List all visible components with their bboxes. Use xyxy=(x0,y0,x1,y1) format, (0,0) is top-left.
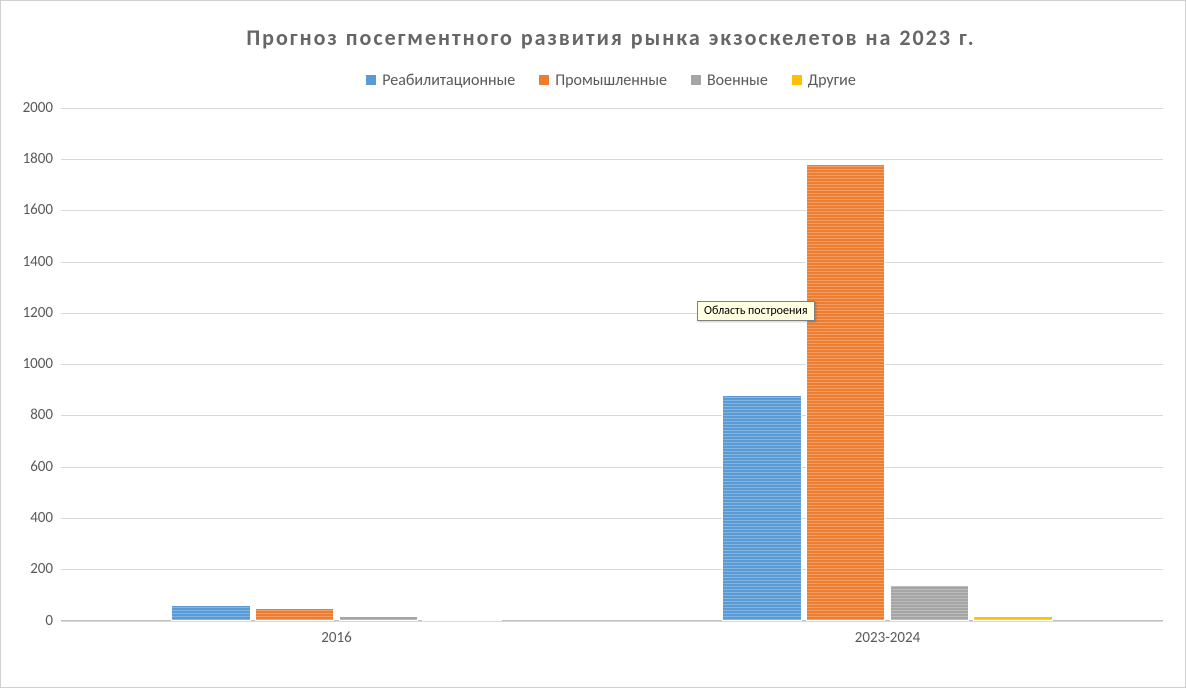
bar-fill xyxy=(340,617,418,620)
y-tick-label: 1000 xyxy=(23,355,61,373)
grid-line xyxy=(61,621,1163,622)
bar[interactable] xyxy=(422,619,502,621)
legend-label: Другие xyxy=(808,71,856,90)
legend-swatch xyxy=(792,75,802,85)
plot-area-tooltip: Область построения xyxy=(697,301,815,321)
x-tick-label: 2023-2024 xyxy=(855,621,920,647)
y-tick-label: 400 xyxy=(30,509,61,527)
x-tick-label: 2016 xyxy=(321,621,351,647)
bar[interactable] xyxy=(806,164,886,621)
y-tick-label: 600 xyxy=(30,458,61,476)
bar[interactable] xyxy=(973,616,1053,621)
legend-label: Военные xyxy=(707,71,768,90)
legend-label: Промышленные xyxy=(555,71,667,90)
legend-item[interactable]: Реабилитационные xyxy=(366,71,515,90)
legend-swatch xyxy=(691,75,701,85)
bar-fill xyxy=(723,396,801,620)
y-tick-label: 200 xyxy=(30,560,61,578)
legend-label: Реабилитационные xyxy=(382,71,515,90)
legend-item[interactable]: Другие xyxy=(792,71,856,90)
legend-swatch xyxy=(539,75,549,85)
y-tick-label: 2000 xyxy=(23,99,61,117)
chart-container: Прогноз посегментного развития рынка экз… xyxy=(0,0,1186,688)
bar-fill xyxy=(172,606,250,619)
chart-title: Прогноз посегментного развития рынка экз… xyxy=(61,23,1161,53)
legend: Реабилитационные Промышленные Военные Други… xyxy=(61,71,1161,90)
legend-item[interactable]: Военные xyxy=(691,71,768,90)
bar-fill xyxy=(807,165,885,620)
bar-fill xyxy=(974,617,1052,620)
bar[interactable] xyxy=(722,395,802,621)
legend-item[interactable]: Промышленные xyxy=(539,71,667,90)
plot-area[interactable]: 0200400600800100012001400160018002000201… xyxy=(61,108,1163,621)
bar-fill xyxy=(891,586,969,620)
bar[interactable] xyxy=(171,605,251,620)
y-tick-label: 1600 xyxy=(23,201,61,219)
bars-layer xyxy=(61,108,1163,621)
y-tick-label: 0 xyxy=(45,612,61,630)
y-tick-label: 1200 xyxy=(23,304,61,322)
bar[interactable] xyxy=(890,585,970,621)
y-tick-label: 1400 xyxy=(23,253,61,271)
y-tick-label: 1800 xyxy=(23,150,61,168)
bar-fill xyxy=(256,609,334,619)
legend-swatch xyxy=(366,75,376,85)
bar[interactable] xyxy=(255,608,335,620)
y-tick-label: 800 xyxy=(30,406,61,424)
